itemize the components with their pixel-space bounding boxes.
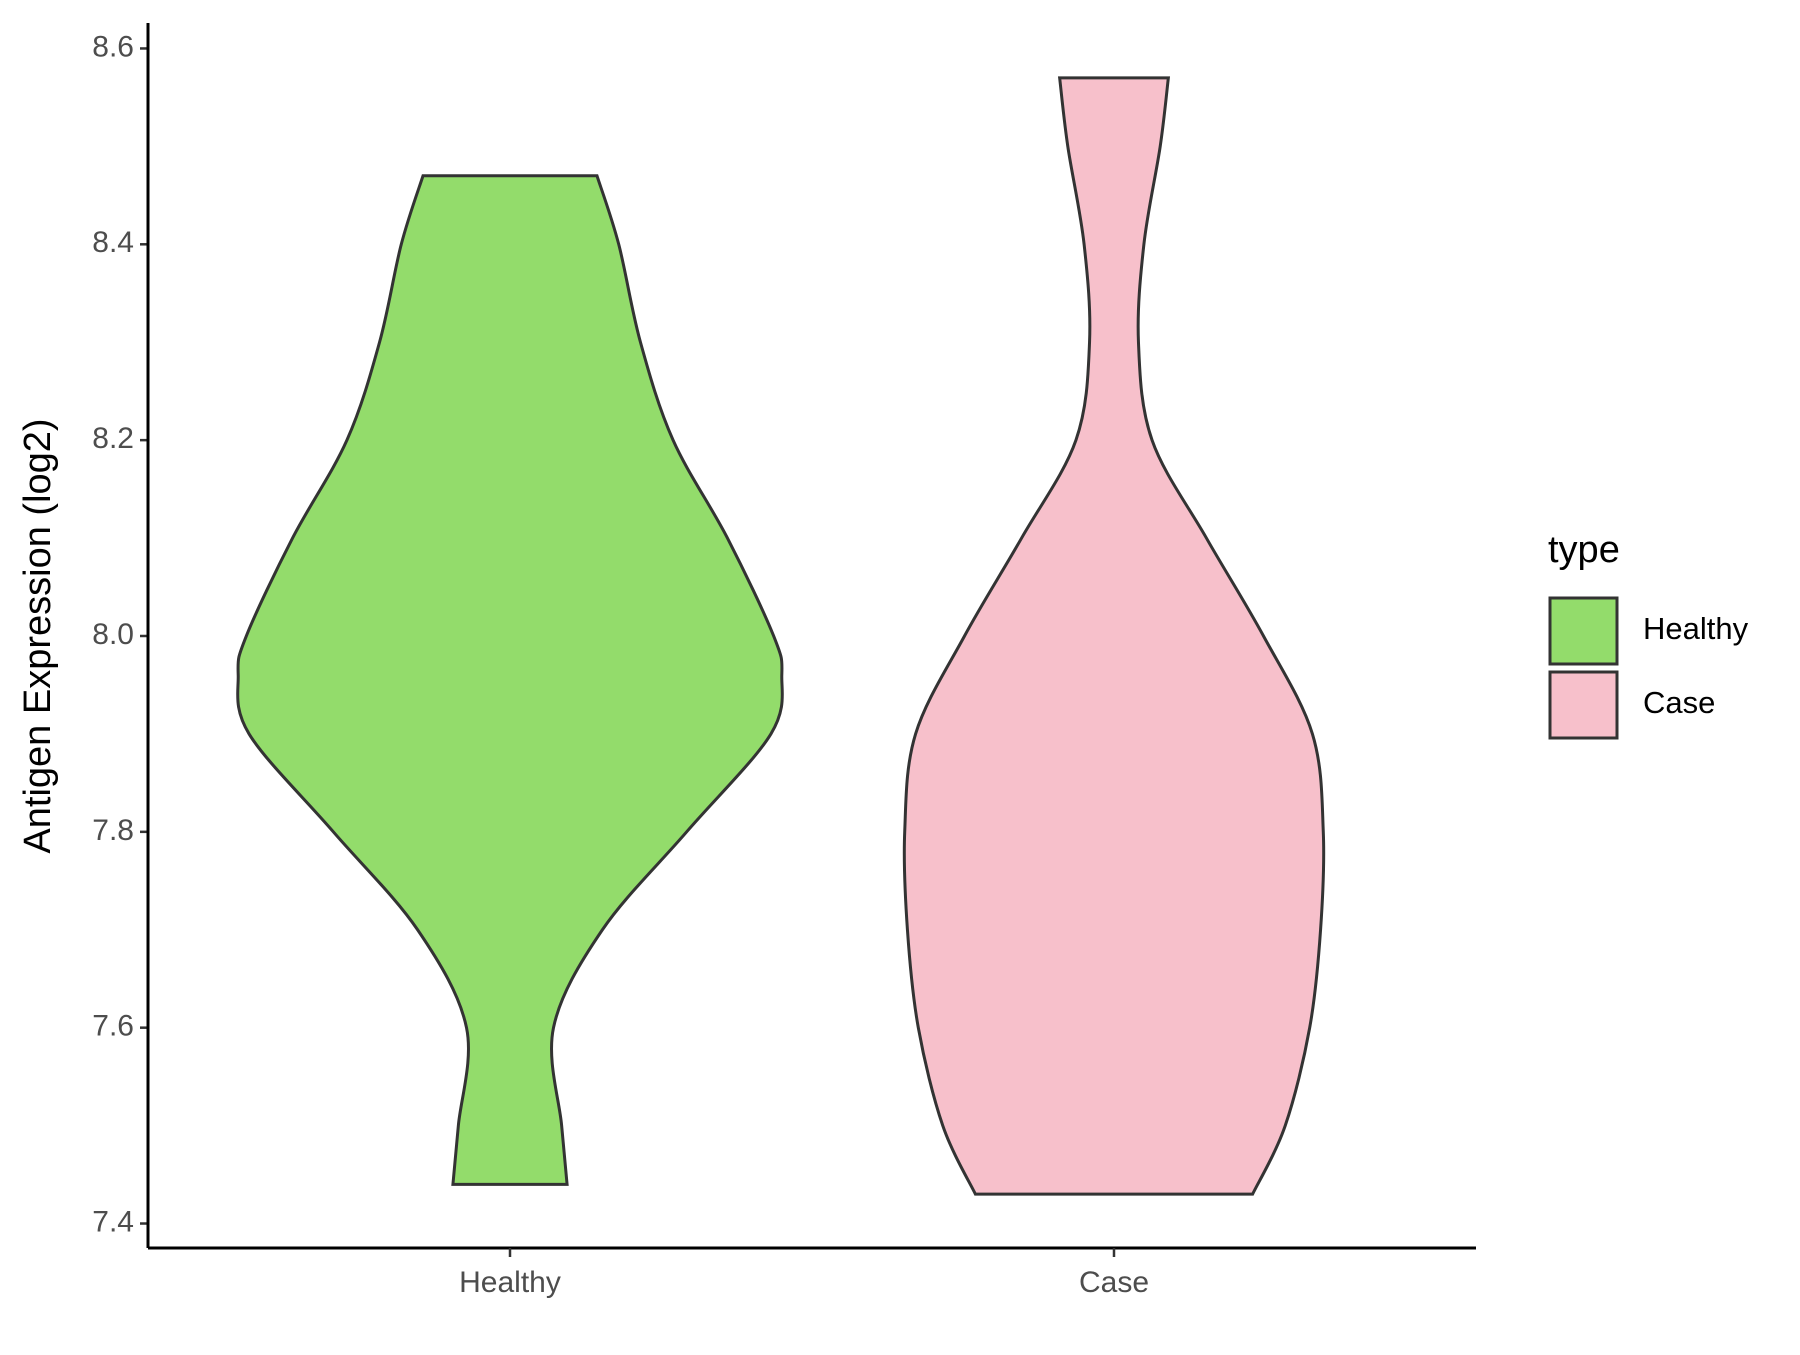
violin — [902, 76, 1326, 1196]
x-tick-label: Case — [1079, 1266, 1149, 1299]
violin — [236, 174, 784, 1186]
legend-label: Case — [1643, 685, 1715, 720]
y-tick-label: 7.6 — [92, 1010, 134, 1043]
legend-label: Healthy — [1643, 611, 1749, 646]
y-tick-label: 8.4 — [92, 226, 134, 259]
y-tick-label: 7.4 — [92, 1205, 134, 1238]
y-tick-label: 7.8 — [92, 814, 134, 847]
legend-key — [1548, 596, 1619, 666]
x-tick-label: Healthy — [459, 1266, 561, 1299]
legend-title: type — [1548, 529, 1620, 571]
y-tick-label: 8.0 — [92, 618, 134, 651]
y-tick-label: 8.6 — [92, 30, 134, 63]
legend-key — [1548, 670, 1619, 740]
y-tick-label: 8.2 — [92, 422, 134, 455]
y-axis-title: Antigen Expression (log2) — [17, 418, 59, 853]
